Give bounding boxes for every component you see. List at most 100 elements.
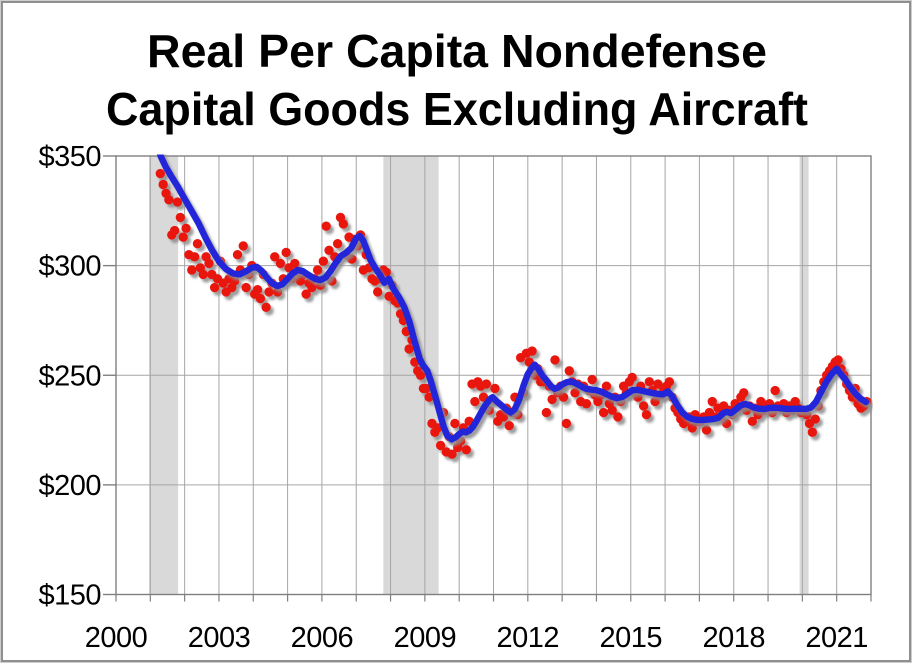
- red-dot: [275, 258, 286, 269]
- red-dot: [833, 355, 843, 365]
- red-dot: [155, 168, 166, 179]
- red-dot: [550, 355, 560, 365]
- red-dot: [807, 427, 818, 437]
- red-dot: [272, 287, 283, 297]
- red-dot: [770, 385, 780, 396]
- red-dot: [527, 346, 537, 356]
- red-dot: [650, 396, 660, 407]
- x-tick-label: 2015: [600, 622, 663, 654]
- red-dot: [633, 392, 643, 402]
- red-dot: [281, 247, 291, 258]
- x-tick-label: 2012: [497, 622, 560, 654]
- red-dot: [241, 282, 251, 293]
- monthly-dots: [155, 168, 872, 459]
- red-dot: [504, 420, 514, 431]
- red-dot: [172, 197, 183, 207]
- red-dot: [372, 287, 383, 297]
- red-dot: [252, 285, 263, 295]
- x-tick-label: 2018: [702, 622, 765, 654]
- red-dot: [270, 252, 280, 262]
- red-dot: [598, 407, 609, 418]
- red-dot: [644, 377, 655, 387]
- red-dot: [581, 399, 592, 409]
- y-tick-label: $350: [38, 141, 101, 173]
- red-dot: [238, 241, 248, 251]
- red-dot: [178, 232, 188, 242]
- red-dot: [229, 276, 240, 286]
- red-dot: [801, 410, 812, 420]
- red-dot: [587, 374, 597, 385]
- red-dot: [687, 423, 697, 433]
- red-dot: [204, 258, 214, 269]
- red-dot: [209, 282, 220, 293]
- chart-title-line2: Capital Goods Excluding Aircraft: [106, 83, 808, 135]
- red-dot: [541, 407, 552, 418]
- red-dot: [747, 416, 758, 426]
- red-dot: [261, 302, 271, 312]
- red-dot: [404, 344, 414, 354]
- red-dot: [321, 221, 331, 231]
- red-dot: [198, 269, 208, 280]
- y-tick-label: $200: [38, 470, 101, 502]
- red-dot: [470, 396, 480, 407]
- red-dot: [739, 388, 749, 398]
- red-dot: [332, 239, 343, 249]
- red-dot: [318, 256, 329, 266]
- red-dot: [301, 289, 311, 299]
- red-dot: [664, 377, 675, 387]
- red-dot: [415, 370, 426, 380]
- red-dot: [481, 379, 492, 389]
- x-tick-label: 2021: [805, 622, 868, 654]
- red-dot: [381, 267, 391, 277]
- red-dot: [810, 414, 820, 424]
- red-dot: [312, 265, 323, 275]
- y-tick-label: $300: [38, 251, 101, 283]
- red-dot: [327, 276, 337, 286]
- red-dot: [564, 366, 574, 376]
- red-dot: [307, 282, 317, 293]
- y-tick-label: $250: [38, 360, 101, 392]
- red-dot: [290, 258, 300, 269]
- red-dot: [255, 293, 266, 304]
- red-dot: [461, 445, 472, 455]
- red-dot: [192, 239, 203, 249]
- chart-title-line1: Real Per Capita Nondefense: [147, 25, 767, 77]
- red-dot: [498, 412, 509, 422]
- red-dot: [547, 394, 557, 405]
- red-dot: [181, 223, 191, 234]
- red-dot: [490, 383, 500, 394]
- red-dot: [721, 418, 732, 429]
- y-tick-label: $150: [38, 580, 101, 612]
- red-dot: [450, 418, 460, 429]
- red-dot: [338, 219, 349, 229]
- red-dot: [435, 440, 446, 451]
- trend-line: [156, 154, 870, 443]
- red-dot: [324, 245, 334, 255]
- red-dot: [641, 410, 652, 420]
- x-tick-label: 2000: [85, 622, 148, 654]
- red-dot: [189, 252, 200, 262]
- red-dot: [315, 280, 326, 291]
- x-tick-label: 2009: [394, 622, 457, 654]
- red-dot: [607, 405, 617, 416]
- red-dot: [447, 449, 457, 459]
- red-dot: [264, 287, 274, 297]
- red-dot: [558, 392, 569, 402]
- red-dot: [561, 418, 572, 429]
- red-dot: [187, 265, 197, 275]
- red-dot: [169, 225, 180, 236]
- red-dot: [627, 372, 637, 383]
- red-dot: [421, 383, 431, 394]
- x-tick-label: 2006: [291, 622, 354, 654]
- x-tick-label: 2003: [188, 622, 251, 654]
- red-dot: [570, 388, 580, 398]
- red-dot: [175, 212, 186, 223]
- red-dot: [158, 179, 168, 190]
- red-dot: [707, 396, 717, 407]
- red-dot: [601, 381, 612, 391]
- red-dot: [164, 195, 174, 205]
- red-dot: [701, 425, 712, 435]
- red-dot: [613, 412, 623, 422]
- red-dot: [232, 249, 243, 260]
